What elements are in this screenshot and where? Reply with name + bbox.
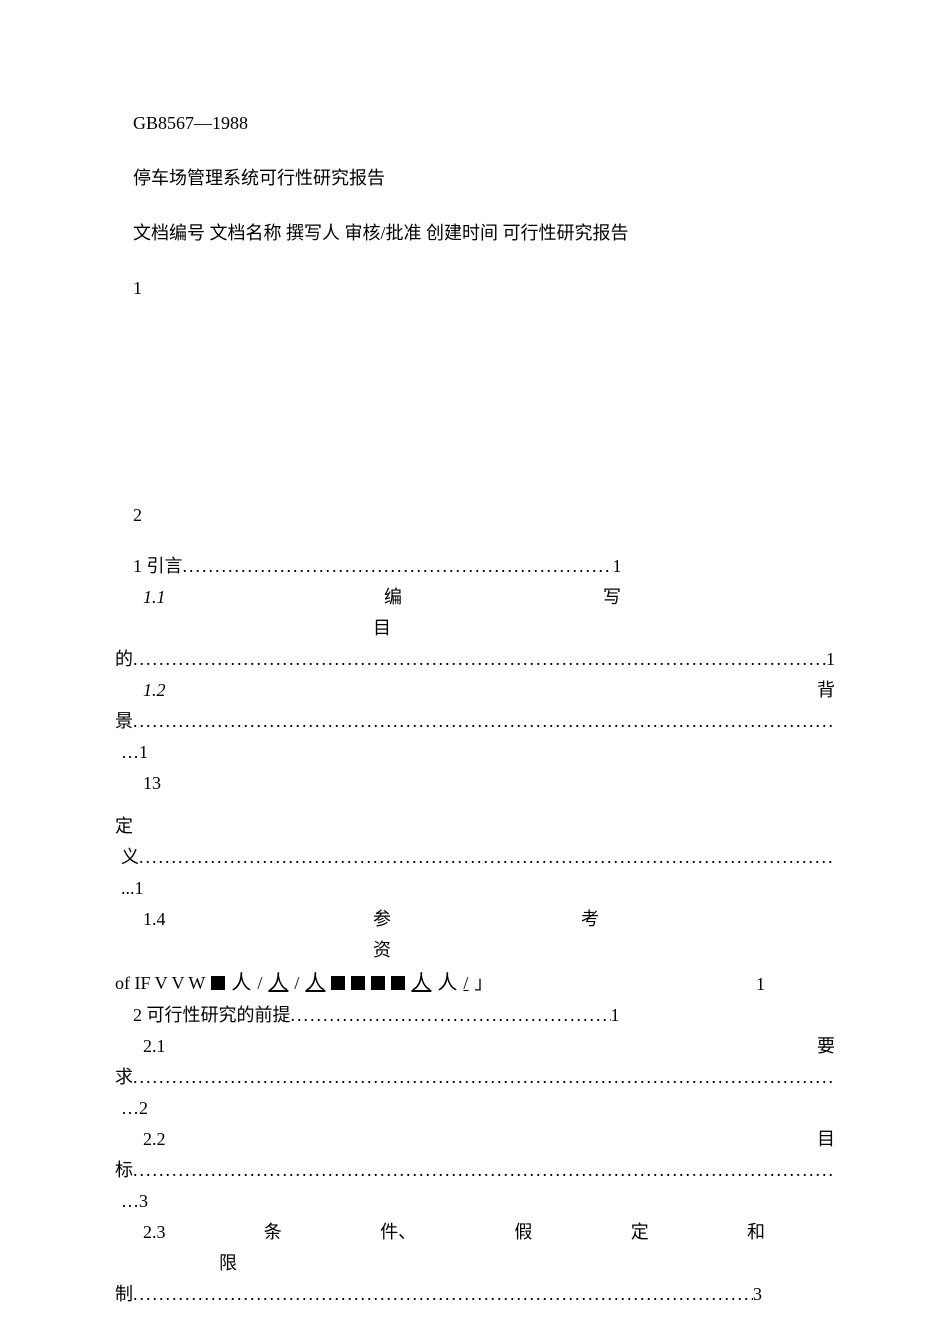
page-number-2: 2 [115,502,835,529]
toc-s1-2-suffix-row: 景 ......................................… [115,708,835,735]
slash-icon: / [294,970,299,997]
toc-s2-3-char-d: 定 [631,1219,649,1246]
toc-section-1: 1 引言 ...................................… [115,553,835,580]
toc-s1-3-no: 13 [115,770,835,797]
toc-s1-2-suffix: 景 [115,708,133,735]
toc-s2-2-dots: ........................................… [133,1157,835,1184]
toc-s2-2-char: 目 [817,1126,835,1153]
toc-odd-line: of IF V V W 人 / 人 / 人 人 人 / 」 1 [115,968,835,998]
toc-s2-3-char-a: 条 [264,1219,282,1246]
toc-s1-1-no: 1.1 [143,584,373,611]
square-icon [211,976,225,990]
toc-s1-1-row2: 目 [115,615,835,642]
toc-s1-2-no: 1.2 [143,677,166,704]
person-icon: 人 [411,968,431,998]
toc-s1-4-char-c: 资 [373,937,391,964]
toc-s1-1-page: 1 [826,646,835,673]
toc-s1-1-char-c: 目 [373,615,391,642]
toc-s2-2-no: 2.2 [143,1126,166,1153]
toc-s1-3-suffix-row: 义 ......................................… [115,844,835,871]
toc-s2-3-suffix-row: 制 ......................................… [115,1281,835,1308]
toc-s2-3-char-f: 限 [219,1250,237,1277]
toc-s1-1-char-b: 写 [603,584,621,611]
toc-s1-2-row: 1.2 背 [115,677,835,704]
toc-s2-1-suffix: 求 [115,1064,133,1091]
toc-s1-3-cont: ...1 [115,875,835,902]
square-icon [371,976,385,990]
toc-s1-2-char: 背 [817,677,835,704]
toc-s2-3-page: 3 [753,1281,762,1308]
odd-prefix: of IF V V W [115,970,205,997]
slash-icon: / [257,970,262,997]
document-meta-line: 文档编号 文档名称 撰写人 审核/批准 创建时间 可行性研究报告 [115,220,835,247]
person-icon: 人 [437,968,457,998]
toc-s1-3-char: 定 [115,813,835,840]
toc-s1-1-suffix-row: 的 ......................................… [115,646,835,673]
document-title: 停车场管理系统可行性研究报告 [115,165,835,192]
toc-s1-4-char-b: 考 [581,906,599,933]
toc-s1-3-suffix: 义 [121,844,139,871]
toc-s2-3-no: 2.3 [143,1219,166,1246]
toc-s1-page: 1 [613,553,622,580]
toc-s2-3-char-c: 假 [514,1219,532,1246]
toc-s1-dots: ........................................… [183,553,613,580]
square-icon [391,976,405,990]
toc-s2-page: 1 [611,1002,620,1029]
toc-s2-3-suffix: 制 [115,1281,133,1308]
page-number-1: 1 [115,275,835,302]
toc-s2-3-char-e: 和 [747,1219,765,1246]
toc-s1-label: 1 引言 [133,553,183,580]
standard-code: GB8567—1988 [115,110,835,137]
toc-s2-2-cont: …3 [115,1188,835,1215]
toc-s2-3-row1: 2.3 条 件、 假 定 和 [115,1219,835,1246]
toc-s1-4-row2: 资 [115,937,835,964]
toc-s2-1-suffix-row: 求 ......................................… [115,1064,835,1091]
toc-s2-1-char: 要 [817,1033,835,1060]
toc-section-2: 2 可行性研究的前提 .............................… [115,1002,835,1029]
toc-s2-label: 2 可行性研究的前提 [133,1002,291,1029]
toc-s2-1-cont: …2 [115,1095,835,1122]
toc-s2-3-row2: 限 [115,1250,835,1277]
toc-s1-1-char-a: 编 [384,584,402,611]
toc-s2-2-suffix-row: 标 ......................................… [115,1157,835,1184]
square-icon [331,976,345,990]
person-icon: 人 [268,968,288,998]
toc-s1-2-dots: ........................................… [133,708,835,735]
toc-s1-4-no: 1.4 [143,906,373,933]
person-icon: 人 [231,968,251,998]
toc-s1-4-char-a: 参 [373,906,391,933]
toc-s1-1-suffix: 的 [115,646,133,673]
toc-s1-1-row1: 1.1 编 写 [115,584,835,611]
toc-s2-2-suffix: 标 [115,1157,133,1184]
toc-s1-1-col1: 编 [373,584,413,611]
toc-s2-dots: ........................................… [291,1002,611,1029]
toc-s1-3-dots: ........................................… [139,844,835,871]
toc-s2-1-no: 2.1 [143,1033,166,1060]
toc-s2-3-char-b: 件、 [380,1219,416,1246]
odd-symbols: of IF V V W 人 / 人 / 人 人 人 / 」 [115,968,492,998]
slash-icon: / [463,970,468,997]
toc-s1-4-row1: 1.4 参 考 [115,906,835,933]
toc-s2-1-row: 2.1 要 [115,1033,835,1060]
corner-icon: 」 [474,970,492,997]
odd-page: 1 [756,971,835,998]
person-icon: 人 [305,968,325,998]
toc-s2-2-row: 2.2 目 [115,1126,835,1153]
toc-s2-3-dots: ........................................… [133,1281,753,1308]
toc-s1-2-cont: …1 [115,739,835,766]
toc-s1-1-dots: ........................................… [133,646,826,673]
square-icon [351,976,365,990]
toc-s2-1-dots: ........................................… [133,1064,835,1091]
